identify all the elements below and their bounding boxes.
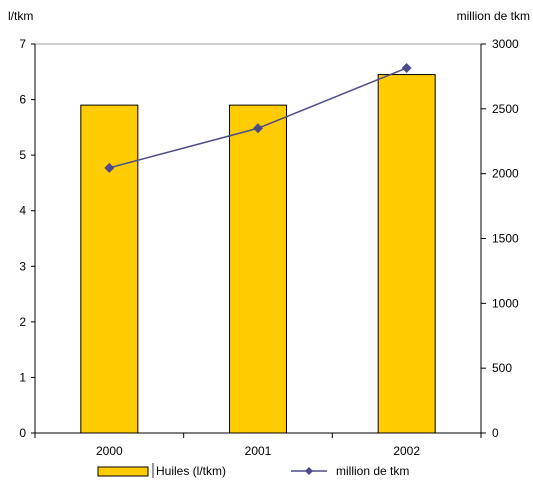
y-right-tick-label: 0 — [492, 426, 499, 440]
y-left-tick-label: 0 — [19, 426, 26, 440]
legend-swatch-marker — [305, 467, 313, 475]
y-left-tick-label: 1 — [19, 370, 26, 384]
y-right-unit-label: million de tkm — [457, 9, 530, 23]
y-right-tick-label: 2000 — [492, 167, 519, 181]
legend-label-line: million de tkm — [336, 464, 409, 478]
y-left-tick-label: 6 — [19, 93, 26, 107]
x-tick-label: 2002 — [393, 444, 420, 458]
y-right-tick-label: 500 — [492, 361, 512, 375]
bar — [229, 104, 287, 434]
x-tick-label: 2001 — [245, 444, 272, 458]
bar — [80, 104, 139, 434]
y-right-tick-label: 1500 — [492, 232, 519, 246]
legend-swatch-bar — [97, 466, 149, 477]
x-tick-label: 2000 — [96, 444, 123, 458]
legend: Huiles (l/tkm) million de tkm — [97, 463, 409, 478]
y-right-tick-label: 3000 — [492, 37, 519, 51]
line-point — [104, 162, 115, 173]
y-left-tick-label: 7 — [19, 37, 26, 51]
line-point — [401, 62, 412, 73]
bar — [377, 74, 436, 434]
axes — [31, 43, 486, 438]
y-left-tick-label: 3 — [19, 259, 26, 273]
y-left-unit-label: l/tkm — [8, 9, 33, 23]
y-left-tick-label: 5 — [19, 148, 26, 162]
legend-label-bar: Huiles (l/tkm) — [156, 464, 226, 478]
y-left-tick-label: 4 — [19, 204, 26, 218]
y-right-tick-label: 2500 — [492, 102, 519, 116]
y-right-tick-label: 1000 — [492, 296, 519, 310]
line-point — [253, 123, 263, 134]
tick-labels: 0 1 2 3 4 5 6 7 0 500 1000 1500 2000 2500 3000 2000 2001… — [19, 37, 519, 458]
line-series — [104, 62, 412, 173]
y-left-tick-label: 2 — [19, 315, 26, 329]
